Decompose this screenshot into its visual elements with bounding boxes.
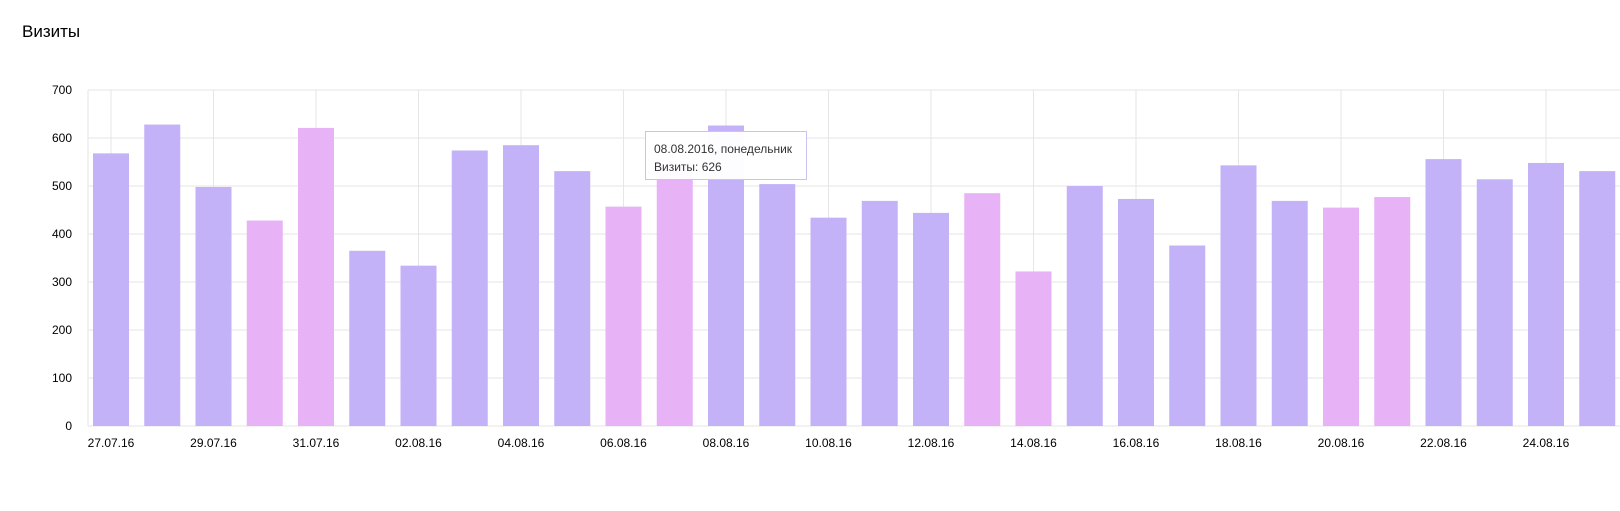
bar[interactable] <box>1374 197 1411 426</box>
x-tick-label: 02.08.16 <box>395 436 442 450</box>
y-tick-label: 700 <box>52 83 72 97</box>
y-tick-label: 400 <box>52 227 72 241</box>
bar[interactable] <box>861 200 898 426</box>
x-tick-label: 10.08.16 <box>805 436 852 450</box>
tooltip-value: Визиты: 626 <box>654 160 722 174</box>
x-tick-label: 20.08.16 <box>1318 436 1365 450</box>
bar[interactable] <box>451 150 488 427</box>
x-tick-label: 16.08.16 <box>1113 436 1160 450</box>
bar[interactable] <box>1425 159 1462 426</box>
y-axis: 0 100 200 300 400 500 600 700 <box>52 83 72 433</box>
x-axis: 27.07.16 29.07.16 31.07.16 02.08.16 04.08.16… <box>88 436 1570 450</box>
y-tick-label: 600 <box>52 131 72 145</box>
x-tick-label: 04.08.16 <box>498 436 545 450</box>
bar[interactable] <box>656 162 693 426</box>
bar[interactable] <box>913 212 949 426</box>
bar[interactable] <box>1323 207 1359 426</box>
x-tick-label: 06.08.16 <box>600 436 647 450</box>
y-tick-label: 500 <box>52 179 72 193</box>
y-tick-label: 200 <box>52 323 72 337</box>
bar[interactable] <box>1220 165 1257 427</box>
bar[interactable] <box>298 127 334 427</box>
bar[interactable] <box>195 186 232 426</box>
bar[interactable] <box>1271 200 1308 426</box>
bar[interactable] <box>964 193 1001 426</box>
bar[interactable] <box>503 145 539 426</box>
bar[interactable] <box>1528 162 1564 426</box>
tooltip: 08.08.2016, понедельник Визиты: 626 <box>645 131 807 180</box>
x-tick-label: 27.07.16 <box>88 436 135 450</box>
x-tick-label: 14.08.16 <box>1010 436 1057 450</box>
bars <box>93 124 1616 427</box>
bar[interactable] <box>1066 186 1103 426</box>
bar[interactable] <box>349 250 386 426</box>
chart-title: Визиты <box>22 22 81 41</box>
x-tick-label: 31.07.16 <box>293 436 340 450</box>
bar[interactable] <box>1579 171 1616 426</box>
bar[interactable] <box>93 153 129 427</box>
y-tick-label: 300 <box>52 275 72 289</box>
bar[interactable] <box>759 184 796 426</box>
bar[interactable] <box>605 206 642 426</box>
bar[interactable] <box>1015 271 1052 426</box>
bar[interactable] <box>1476 179 1513 426</box>
y-tick-label: 100 <box>52 371 72 385</box>
x-tick-label: 22.08.16 <box>1420 436 1467 450</box>
x-tick-label: 12.08.16 <box>908 436 955 450</box>
x-tick-label: 24.08.16 <box>1523 436 1570 450</box>
bar[interactable] <box>400 265 437 426</box>
x-tick-label: 08.08.16 <box>703 436 750 450</box>
bar[interactable] <box>1169 245 1206 426</box>
tooltip-date: 08.08.2016, понедельник <box>654 142 793 156</box>
x-tick-label: 29.07.16 <box>190 436 237 450</box>
bar[interactable] <box>810 217 847 426</box>
y-tick-label: 0 <box>65 419 72 433</box>
bar[interactable] <box>554 171 591 426</box>
bar[interactable] <box>246 220 283 426</box>
bar[interactable] <box>144 124 181 426</box>
bar[interactable] <box>1118 198 1154 426</box>
x-tick-label: 18.08.16 <box>1215 436 1262 450</box>
